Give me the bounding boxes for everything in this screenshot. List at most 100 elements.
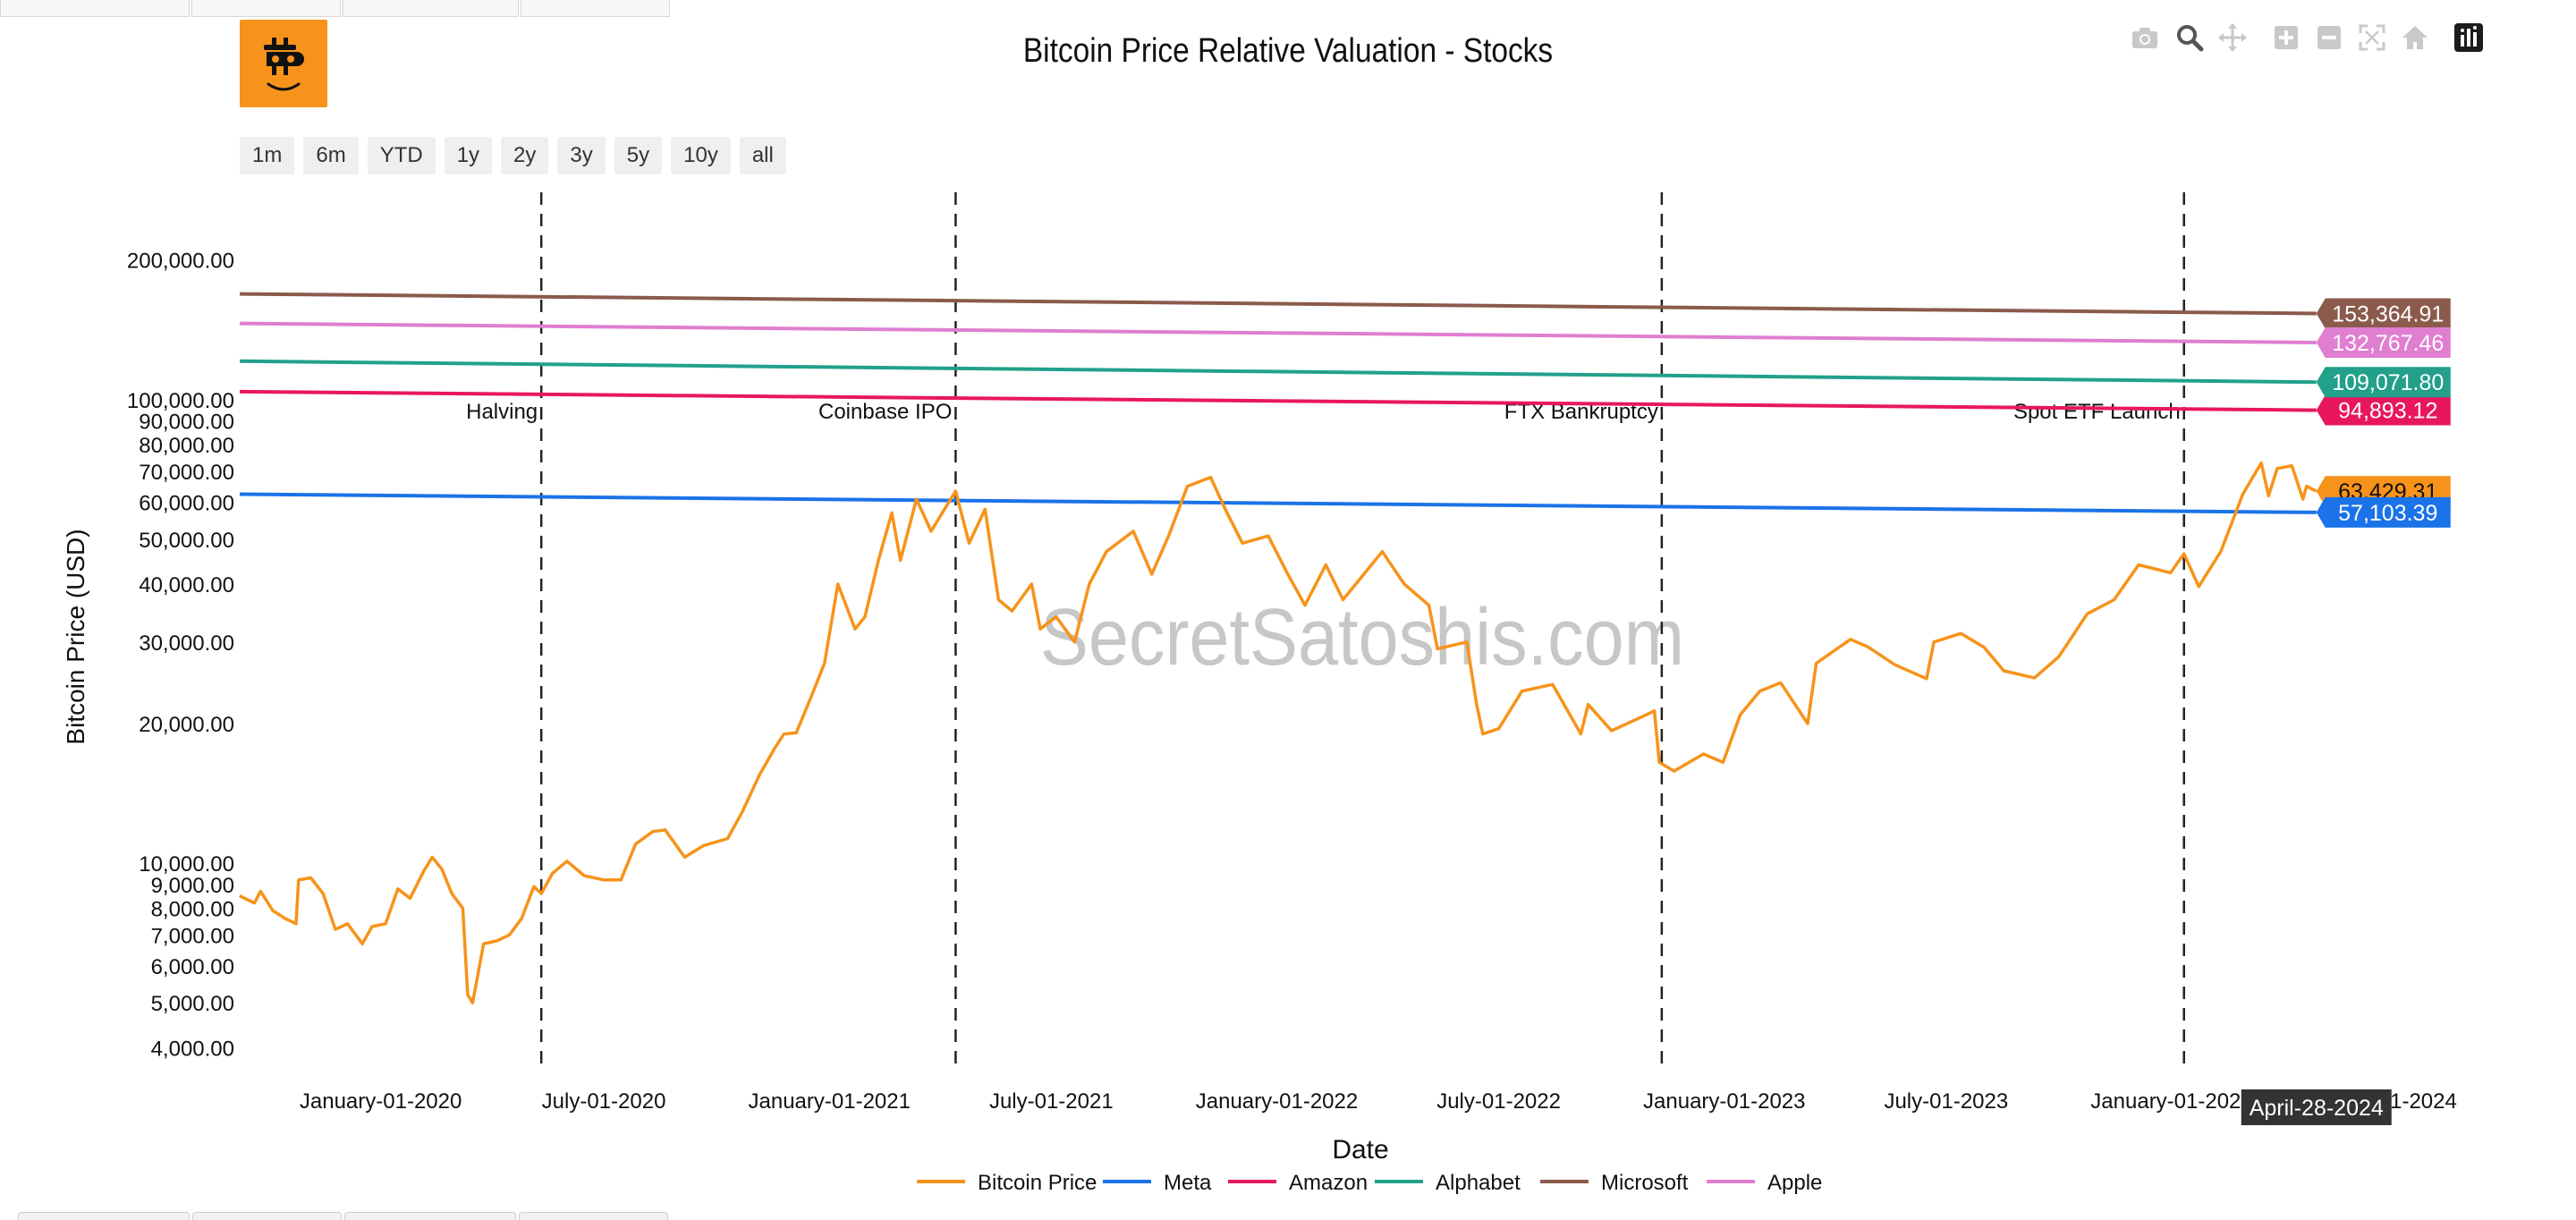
plotly-logo-icon[interactable] [2453,21,2485,54]
reset-axes-icon[interactable] [2399,21,2431,54]
label-value: 57,103.39 [2338,501,2437,526]
zoom-icon[interactable] [2174,21,2206,54]
plot-modebar [2129,21,2522,57]
y-tick-label: 10,000.00 [139,852,234,877]
label-value: 94,893.12 [2338,399,2437,424]
last-value-label-microsoft: 153,364.91 [2316,298,2451,329]
x-tick-label: January-01-2021 [749,1089,911,1114]
x-axis-ticks: January-01-2020 July-01-2020 January-01-20… [300,1089,2457,1114]
series-line-apple [239,321,2317,344]
last-value-label-amazon: 94,893.12 [2316,394,2451,426]
bottom-tab[interactable] [344,1212,516,1220]
chart-title: Bitcoin Price Relative Valuation - Stock… [1022,32,1554,70]
y-tick-label: 90,000.00 [139,410,234,434]
range-selector: 1m 6m YTD 1y 2y 3y 5y 10y all [240,137,786,174]
pan-icon[interactable] [2216,21,2249,54]
last-value-label-apple: 132,767.46 [2316,326,2451,358]
series-line-bitcoin-price [239,461,2318,1004]
last-value-label-alphabet: 109,071.80 [2316,367,2451,398]
series-line-microsoft [239,292,2317,316]
browser-tab[interactable] [343,0,519,17]
legend-item-apple[interactable]: Apple [1707,1171,1822,1195]
x-tick-label: July-01-2022 [1436,1089,1561,1114]
y-tick-label: 60,000.00 [139,492,234,516]
range-button-3y[interactable]: 3y [557,137,606,174]
x-tick-label: July-01-2023 [1884,1089,2008,1114]
legend-label: Alphabet [1436,1171,1521,1195]
event-label: Coinbase IPO [818,400,952,424]
legend-item-amazon[interactable]: Amazon [1228,1171,1368,1195]
y-tick-label: 40,000.00 [139,573,234,597]
y-tick-label: 5,000.00 [151,992,234,1016]
y-tick-label: 6,000.00 [151,955,234,979]
bottom-tab[interactable] [192,1212,342,1220]
label-box [2316,367,2451,398]
y-tick-label: 8,000.00 [151,897,234,921]
x-tick-label: July-01-2020 [542,1089,666,1114]
legend-label: Meta [1164,1171,1212,1195]
y-tick-label: 100,000.00 [127,389,234,413]
y-tick-label: 20,000.00 [139,713,234,737]
zoom-out-icon[interactable] [2313,21,2345,54]
y-tick-label: 30,000.00 [139,631,234,656]
range-button-5y[interactable]: 5y [614,137,663,174]
range-button-1m[interactable]: 1m [240,137,295,174]
legend-label: Amazon [1289,1171,1368,1195]
y-tick-label: 70,000.00 [139,461,234,485]
hover-date-box [2241,1089,2392,1125]
range-button-ytd[interactable]: YTD [367,137,436,174]
browser-tab[interactable] [191,0,341,17]
brand-logo [240,20,327,107]
series-line-alphabet [239,359,2317,385]
event-label: Halving [466,400,538,424]
y-tick-label: 80,000.00 [139,434,234,458]
legend-label: Bitcoin Price [978,1171,1097,1195]
legend-item-bitcoin-price[interactable]: Bitcoin Price [917,1171,1097,1195]
hover-date-text: April-28-2024 [2250,1096,2384,1121]
zoom-in-icon[interactable] [2270,21,2302,54]
y-tick-label: 7,000.00 [151,924,234,948]
bottom-tab[interactable] [519,1212,668,1220]
event-label: Spot ETF Launch [2013,400,2181,424]
y-tick-label: 50,000.00 [139,529,234,553]
series-line-amazon [239,389,2317,412]
x-tick-label: January-01-2023 [1643,1089,1805,1114]
legend: Bitcoin Price Meta Amazon Alphabet Microsoft… [917,1171,1822,1195]
x-tick-label: January-01-2024 [2090,1089,2252,1114]
autoscale-icon[interactable] [2356,21,2388,54]
series-lines [239,292,2318,1004]
range-button-2y[interactable]: 2y [501,137,549,174]
range-button-10y[interactable]: 10y [671,137,731,174]
legend-item-alphabet[interactable]: Alphabet [1375,1171,1521,1195]
y-tick-label: 4,000.00 [151,1037,234,1061]
x-axis-title: Date [1332,1135,1388,1165]
watermark: SecretSatoshis.com [1040,592,1684,682]
label-box [2316,326,2451,358]
browser-tab[interactable] [0,0,190,17]
x-tick-label: July-01-2021 [989,1089,1114,1114]
last-value-labels: 63,429.3157,103.3994,893.12109,071.80153… [2241,298,2451,1125]
y-tick-label: 9,000.00 [151,874,234,898]
label-box [2316,394,2451,426]
legend-item-meta[interactable]: Meta [1103,1171,1212,1195]
legend-label: Apple [1767,1171,1822,1195]
series-line-meta [239,492,2317,514]
x-tick-label: January-01-2022 [1196,1089,1358,1114]
label-value: 109,071.80 [2332,370,2444,395]
camera-icon[interactable] [2129,21,2161,54]
browser-bottom-strip [0,1211,2576,1220]
x-tick-label: January-01-2020 [300,1089,462,1114]
browser-tab[interactable] [521,0,670,17]
bitcoin-face-icon [264,38,304,91]
range-button-6m[interactable]: 6m [303,137,359,174]
label-value: 153,364.91 [2332,301,2444,326]
legend-item-microsoft[interactable]: Microsoft [1540,1171,1689,1195]
y-axis-title: Bitcoin Price (USD) [62,529,89,744]
last-value-label-meta: 57,103.39 [2316,496,2451,528]
bottom-tab[interactable] [18,1212,190,1220]
label-value: 132,767.46 [2332,331,2444,356]
range-button-1y[interactable]: 1y [444,137,493,174]
range-button-all[interactable]: all [739,137,786,174]
browser-tab-strip [0,0,2576,18]
